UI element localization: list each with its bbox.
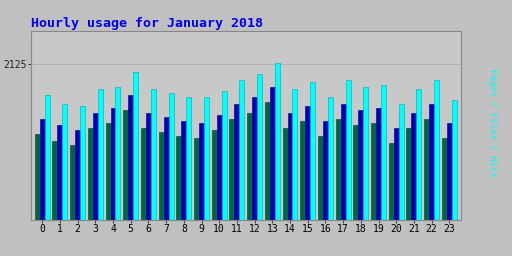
Bar	[452, 100, 457, 256]
Bar	[199, 123, 204, 256]
Bar	[265, 102, 270, 256]
Bar	[424, 119, 429, 256]
Bar	[176, 136, 181, 256]
Bar	[212, 130, 217, 256]
Bar	[389, 143, 394, 256]
Bar	[300, 121, 305, 256]
Bar	[252, 98, 257, 256]
Bar	[364, 87, 368, 256]
Bar	[381, 84, 386, 256]
Bar	[70, 145, 75, 256]
Bar	[399, 104, 403, 256]
Bar	[222, 91, 227, 256]
Bar	[416, 89, 421, 256]
Bar	[275, 63, 280, 256]
Bar	[88, 127, 93, 256]
Text: Pages / Files / Hits: Pages / Files / Hits	[488, 69, 497, 177]
Bar	[116, 87, 120, 256]
Bar	[442, 138, 447, 256]
Bar	[394, 127, 399, 256]
Bar	[111, 108, 116, 256]
Bar	[194, 138, 199, 256]
Bar	[429, 104, 434, 256]
Bar	[217, 115, 222, 256]
Bar	[128, 95, 133, 256]
Bar	[53, 141, 57, 256]
Bar	[305, 106, 310, 256]
Bar	[270, 87, 275, 256]
Bar	[186, 98, 191, 256]
Bar	[292, 89, 297, 256]
Bar	[371, 123, 376, 256]
Bar	[146, 113, 151, 256]
Bar	[80, 106, 85, 256]
Bar	[318, 136, 323, 256]
Bar	[340, 104, 346, 256]
Bar	[62, 104, 68, 256]
Bar	[288, 113, 292, 256]
Bar	[336, 119, 340, 256]
Bar	[346, 80, 351, 256]
Bar	[323, 121, 328, 256]
Bar	[151, 89, 156, 256]
Bar	[204, 98, 209, 256]
Bar	[159, 132, 164, 256]
Bar	[57, 125, 62, 256]
Bar	[283, 127, 288, 256]
Bar	[257, 74, 262, 256]
Bar	[407, 127, 412, 256]
Text: Hourly usage for January 2018: Hourly usage for January 2018	[31, 17, 263, 29]
Bar	[229, 119, 234, 256]
Bar	[98, 89, 103, 256]
Bar	[141, 127, 146, 256]
Bar	[358, 110, 364, 256]
Bar	[234, 104, 240, 256]
Bar	[123, 110, 128, 256]
Bar	[353, 125, 358, 256]
Bar	[168, 93, 174, 256]
Bar	[310, 82, 315, 256]
Bar	[45, 95, 50, 256]
Bar	[105, 123, 111, 256]
Bar	[181, 121, 186, 256]
Bar	[40, 119, 45, 256]
Bar	[376, 108, 381, 256]
Bar	[412, 113, 416, 256]
Bar	[133, 72, 138, 256]
Bar	[328, 98, 333, 256]
Bar	[164, 117, 168, 256]
Bar	[447, 123, 452, 256]
Bar	[247, 113, 252, 256]
Bar	[434, 80, 439, 256]
Bar	[240, 80, 244, 256]
Bar	[75, 130, 80, 256]
Bar	[93, 113, 98, 256]
Bar	[35, 134, 40, 256]
